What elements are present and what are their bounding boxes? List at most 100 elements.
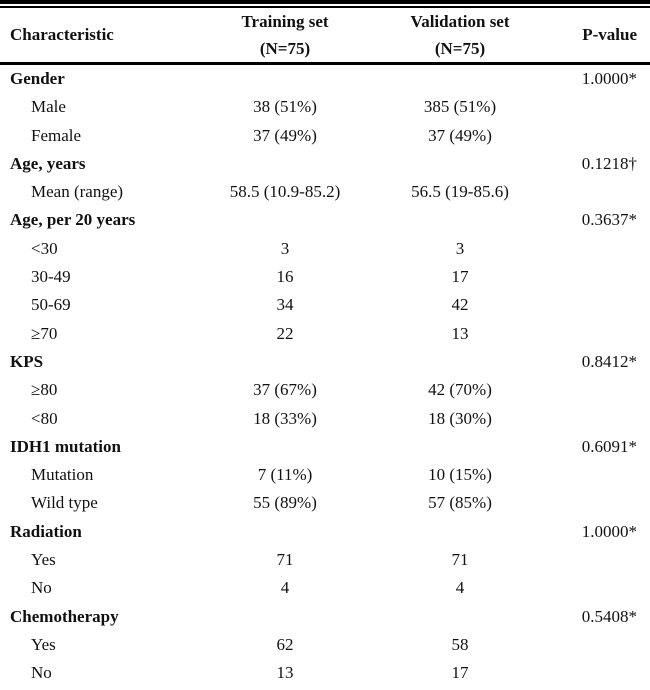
- training-value: [190, 433, 380, 461]
- training-value: 71: [276, 550, 294, 570]
- header-validation-set-n: (N=75): [434, 39, 486, 58]
- table-header-row: Characteristic Training set (N=75) Valid…: [0, 8, 650, 64]
- training-value: 3: [280, 238, 290, 258]
- table-row: <30 3 3: [0, 235, 650, 263]
- p-value: [540, 235, 650, 263]
- validation-value: [380, 150, 540, 178]
- table-row: Chemotherapy 0.5408*: [0, 603, 650, 631]
- validation-value: 3: [455, 238, 465, 258]
- validation-value: [380, 433, 540, 461]
- table-row: No 4 4: [0, 574, 650, 602]
- p-value: 0.5408*: [581, 606, 637, 626]
- validation-value: [380, 348, 540, 376]
- table-row: ≥70 22 13: [0, 320, 650, 348]
- table-row: KPS 0.8412*: [0, 348, 650, 376]
- validation-value: 37 (49%): [428, 125, 492, 145]
- table-row: Wild type 55 (89%) 57 (85%): [0, 489, 650, 517]
- header-training-set-title: Training set: [241, 12, 329, 31]
- p-value: [540, 405, 650, 433]
- row-label: Female: [31, 125, 82, 145]
- training-value: 62: [276, 634, 294, 654]
- p-value: [540, 489, 650, 517]
- header-characteristic: Characteristic: [10, 25, 114, 44]
- p-value: [540, 659, 650, 687]
- training-value: 16: [276, 267, 294, 287]
- training-value: 34: [276, 295, 294, 315]
- p-value: [540, 376, 650, 404]
- validation-value: 13: [451, 323, 469, 343]
- row-label: 50-69: [31, 295, 71, 315]
- p-value: [540, 574, 650, 602]
- p-value: 0.3637*: [581, 210, 637, 230]
- characteristics-table: Characteristic Training set (N=75) Valid…: [0, 8, 650, 688]
- table-row: IDH1 mutation 0.6091*: [0, 433, 650, 461]
- header-p-value: P-value: [582, 25, 637, 44]
- table-row: Male 38 (51%) 385 (51%): [0, 93, 650, 121]
- table-row: 50-69 34 42: [0, 291, 650, 319]
- p-value: 1.0000*: [581, 69, 637, 88]
- training-value: 37 (67%): [253, 380, 317, 400]
- validation-value: 17: [451, 663, 469, 683]
- row-label: Mutation: [31, 465, 94, 485]
- table-row: ≥80 37 (67%) 42 (70%): [0, 376, 650, 404]
- row-label: Chemotherapy: [10, 606, 119, 626]
- p-value: [540, 122, 650, 150]
- table-body: Gender 1.0000* Male 38 (51%) 385 (51%) Female…: [0, 64, 650, 688]
- p-value: 0.6091*: [581, 436, 637, 456]
- row-label: Gender: [10, 69, 65, 88]
- validation-value: 42: [451, 295, 469, 315]
- table-row: Age, per 20 years 0.3637*: [0, 206, 650, 234]
- p-value: [540, 93, 650, 121]
- header-validation-set-title: Validation set: [410, 12, 510, 31]
- training-value: [190, 206, 380, 234]
- table-row: Radiation 1.0000*: [0, 518, 650, 546]
- row-label: <30: [31, 238, 58, 258]
- row-label: KPS: [10, 351, 44, 371]
- row-label: No: [31, 578, 52, 598]
- header-training-set-n: (N=75): [259, 39, 311, 58]
- table-top-rule: Characteristic Training set (N=75) Valid…: [0, 6, 650, 688]
- row-label: Male: [31, 97, 66, 117]
- row-label: Age, years: [10, 153, 86, 173]
- validation-value: 10 (15%): [428, 465, 492, 485]
- training-value: 22: [276, 323, 294, 343]
- training-value: 38 (51%): [253, 97, 317, 117]
- row-label: ≥70: [31, 323, 58, 343]
- header-training-set: Training set (N=75): [190, 8, 380, 64]
- validation-value: [380, 206, 540, 234]
- row-label: Radiation: [10, 521, 82, 541]
- validation-value: 17: [451, 267, 469, 287]
- validation-value: 71: [451, 550, 469, 570]
- validation-value: 58: [451, 634, 469, 654]
- p-value: [540, 631, 650, 659]
- row-label: Yes: [31, 634, 56, 654]
- validation-value: 18 (30%): [428, 408, 492, 428]
- p-value: [540, 263, 650, 291]
- p-value: 0.1218†: [581, 153, 637, 173]
- training-value: [190, 518, 380, 546]
- validation-value: 57 (85%): [428, 493, 492, 513]
- table-row: Gender 1.0000*: [0, 64, 650, 94]
- validation-value: 385 (51%): [423, 97, 497, 117]
- training-value: [190, 64, 380, 94]
- table-row: 30-49 16 17: [0, 263, 650, 291]
- row-label: No: [31, 663, 52, 683]
- training-value: [190, 348, 380, 376]
- table-row: No 13 17: [0, 659, 650, 687]
- training-value: [190, 150, 380, 178]
- row-label: Age, per 20 years: [10, 210, 136, 230]
- p-value: [540, 546, 650, 574]
- row-label: IDH1 mutation: [10, 436, 121, 456]
- table-row: <80 18 (33%) 18 (30%): [0, 405, 650, 433]
- header-validation-set: Validation set (N=75): [380, 8, 540, 64]
- table-row: Female 37 (49%) 37 (49%): [0, 122, 650, 150]
- row-label: Yes: [31, 550, 56, 570]
- p-value: [540, 178, 650, 206]
- row-label: Mean (range): [31, 182, 124, 202]
- training-value: 4: [280, 578, 290, 598]
- training-value: 58.5 (10.9-85.2): [229, 182, 341, 202]
- validation-value: 56.5 (19-85.6): [411, 182, 509, 202]
- row-label: Wild type: [31, 493, 98, 513]
- p-value: [540, 291, 650, 319]
- training-value: 55 (89%): [253, 493, 317, 513]
